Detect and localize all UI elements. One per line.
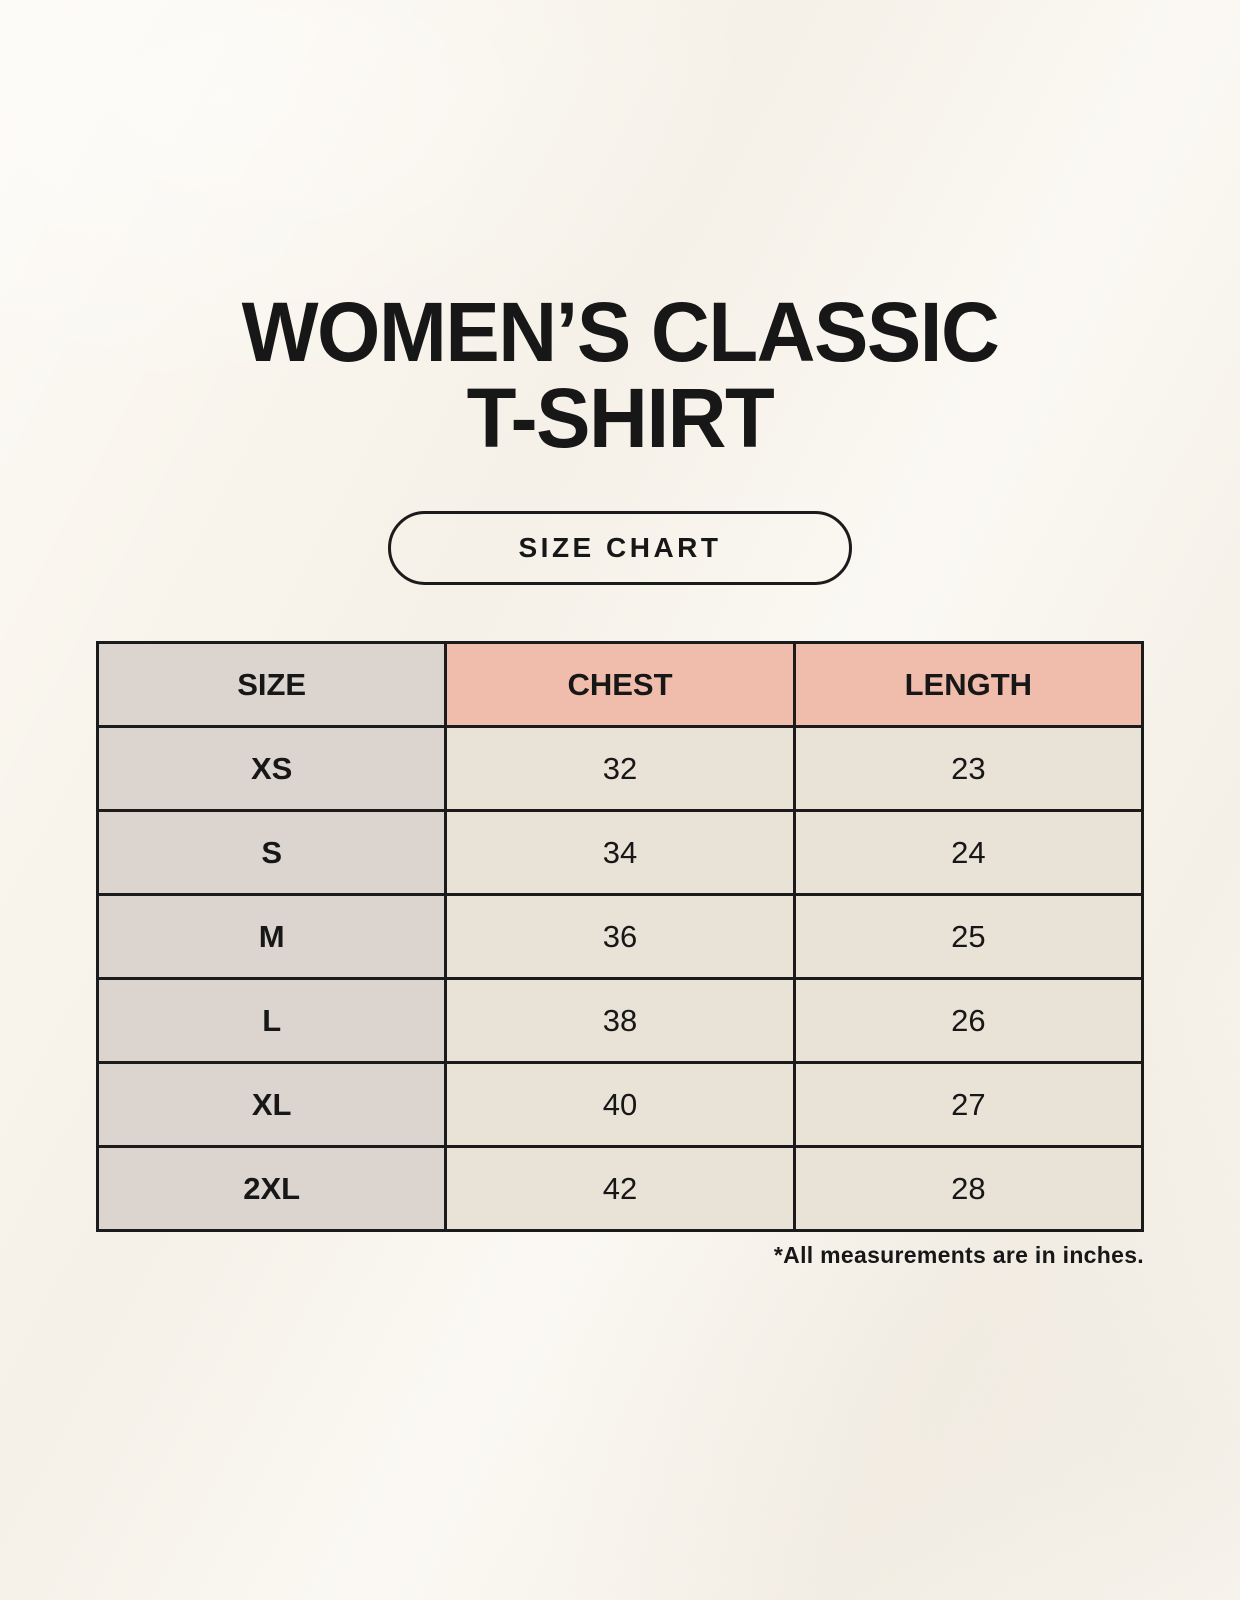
table-row: XL 40 27 — [95, 1061, 1145, 1149]
chest-value: 34 — [444, 809, 796, 897]
length-value: 26 — [792, 977, 1145, 1065]
size-label: S — [95, 809, 448, 897]
page-title: WOMEN’S CLASSIC T-SHIRT — [19, 285, 1222, 465]
table-row: M 36 25 — [95, 893, 1145, 981]
table-row: S 34 24 — [95, 809, 1145, 897]
length-value: 28 — [792, 1145, 1145, 1233]
size-chart-table: SIZE CHEST LENGTH XS 32 23 S 34 24 M 36 … — [95, 641, 1145, 1233]
column-header-size: SIZE — [95, 641, 448, 729]
size-chart-badge-label: SIZE CHART — [518, 532, 722, 564]
size-label: L — [95, 977, 448, 1065]
length-value: 23 — [792, 725, 1145, 813]
length-value: 25 — [792, 893, 1145, 981]
chest-value: 40 — [444, 1061, 796, 1149]
length-value: 27 — [792, 1061, 1145, 1149]
table-row: 2XL 42 28 — [95, 1145, 1145, 1233]
chest-value: 32 — [444, 725, 796, 813]
chest-value: 42 — [444, 1145, 796, 1233]
table-row: L 38 26 — [95, 977, 1145, 1065]
size-label: M — [95, 893, 448, 981]
size-label: 2XL — [95, 1145, 448, 1233]
table-header-row: SIZE CHEST LENGTH — [95, 641, 1145, 729]
chest-value: 38 — [444, 977, 796, 1065]
column-header-chest: CHEST — [444, 641, 796, 729]
size-chart-badge: SIZE CHART — [388, 511, 852, 586]
size-label: XL — [95, 1061, 448, 1149]
measurements-footnote: *All measurements are in inches. — [773, 1242, 1144, 1269]
column-header-length: LENGTH — [792, 641, 1145, 729]
page-title-line1: WOMEN’S CLASSIC — [241, 285, 1000, 379]
table-row: XS 32 23 — [95, 725, 1145, 813]
chest-value: 36 — [444, 893, 796, 981]
size-chart-page: WOMEN’S CLASSIC T-SHIRT SIZE CHART SIZE … — [19, 285, 1222, 1269]
page-title-line2: T-SHIRT — [466, 370, 775, 465]
length-value: 24 — [792, 809, 1145, 897]
size-label: XS — [95, 725, 448, 813]
